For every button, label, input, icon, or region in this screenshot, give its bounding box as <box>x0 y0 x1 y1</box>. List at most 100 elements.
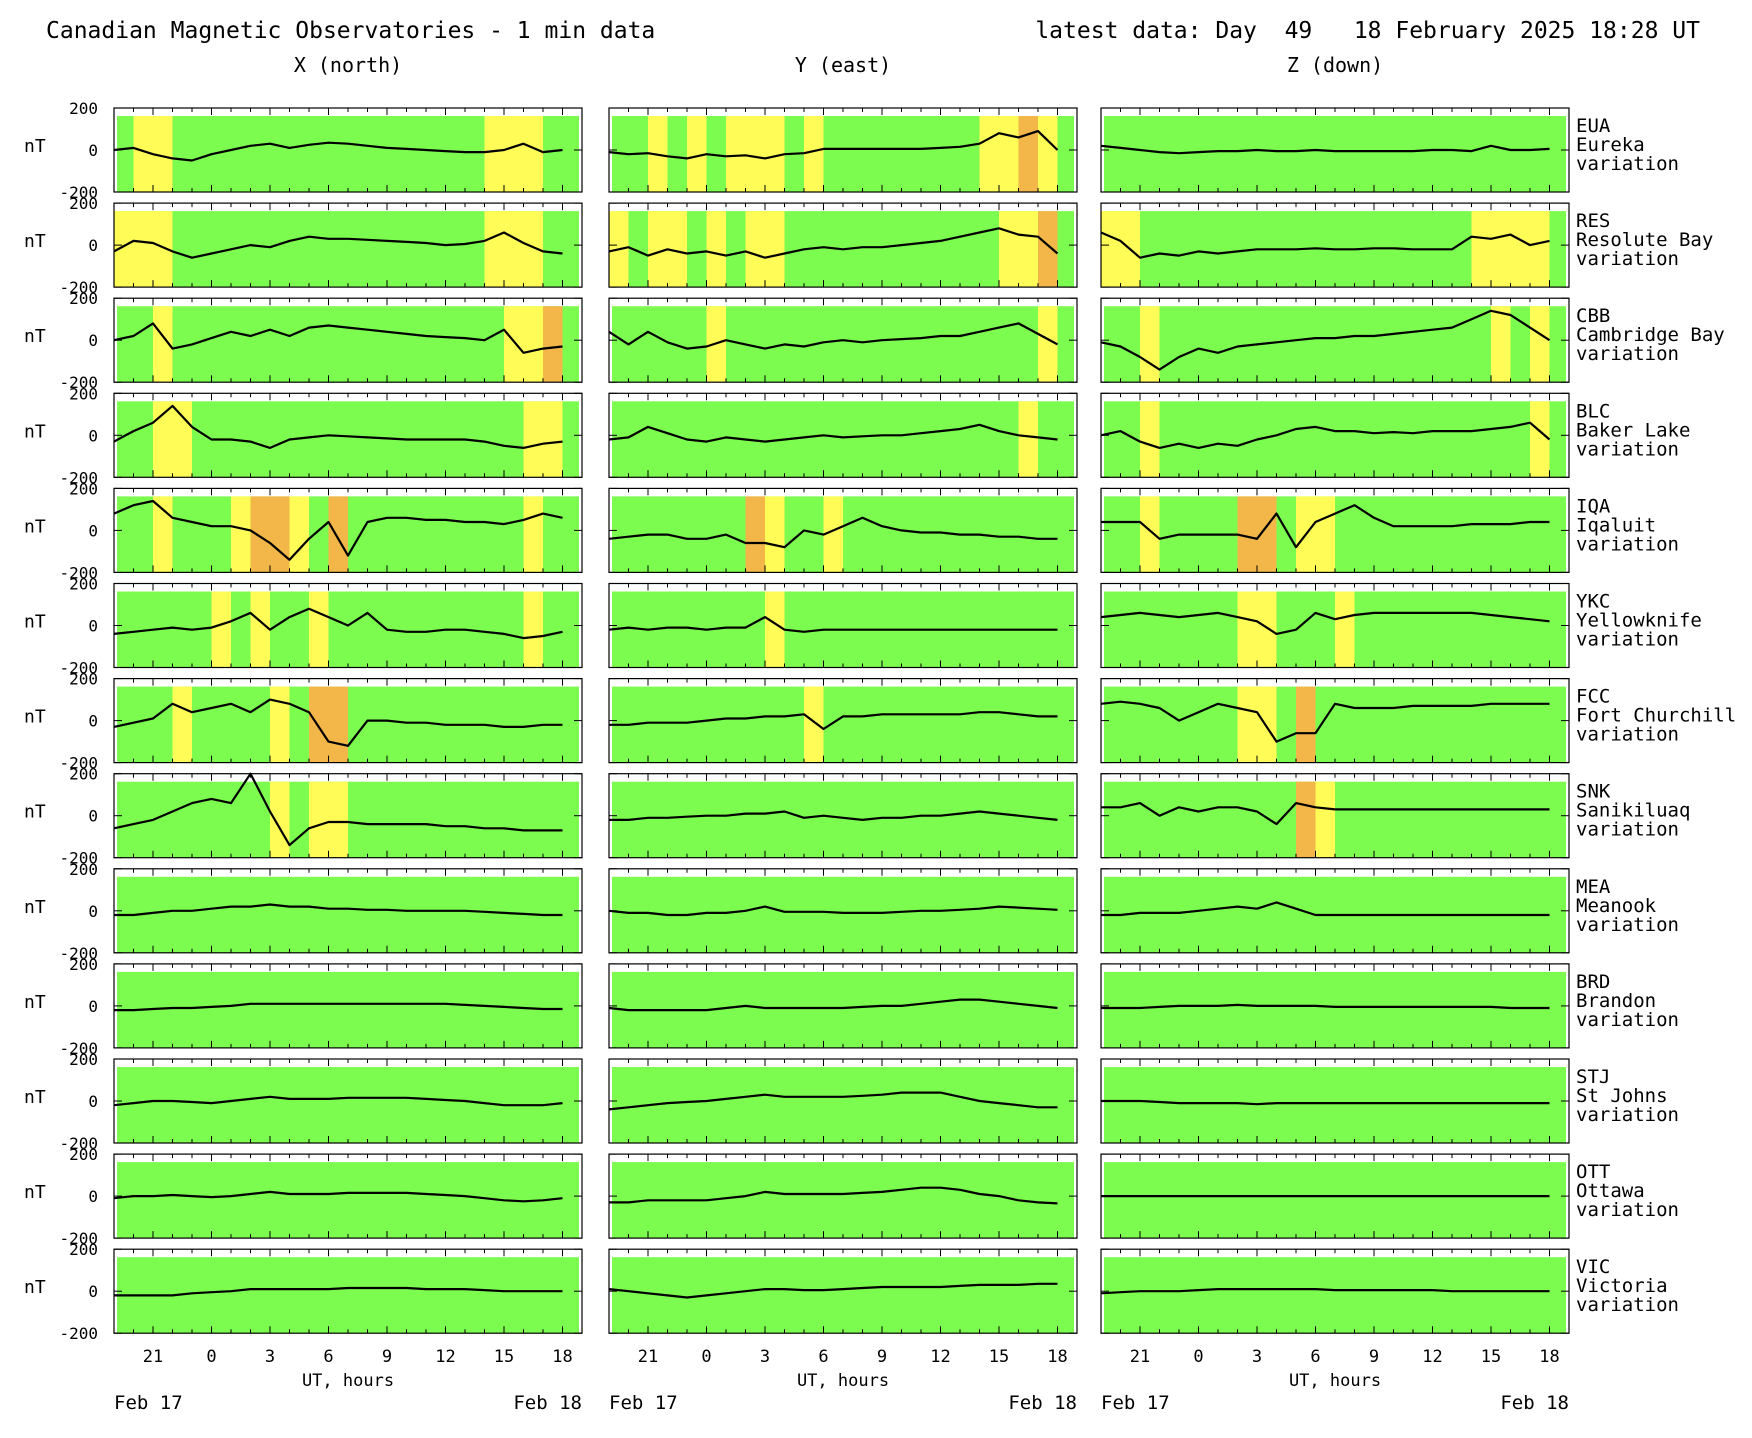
activity-band <box>484 211 543 288</box>
activity-band <box>211 591 231 668</box>
station-name-ykc: Yellowknife <box>1576 610 1702 632</box>
y-tick-label: -200 <box>59 1134 98 1153</box>
activity-band <box>1038 116 1058 192</box>
trace-line <box>113 1190 563 1203</box>
panel-ott-z <box>1100 1153 1570 1239</box>
station-suffix: variation <box>1576 1009 1679 1031</box>
station-suffix: variation <box>1576 533 1679 555</box>
station-suffix: variation <box>1576 1104 1679 1126</box>
panel-res-y <box>608 202 1078 288</box>
station-suffix: variation <box>1576 724 1679 746</box>
column-header-y: Y (east) <box>795 53 891 77</box>
station-suffix: variation <box>1576 819 1679 841</box>
station-name-blc: Baker Lake <box>1576 419 1690 441</box>
activity-band <box>270 781 290 858</box>
y-tick-label: 200 <box>69 955 98 974</box>
quiet-background <box>1104 116 1566 192</box>
station-name-res: Resolute Bay <box>1576 229 1713 251</box>
y-tick-label: 0 <box>88 521 98 540</box>
y-tick-label: 0 <box>88 617 98 636</box>
quiet-background <box>1104 401 1566 478</box>
activity-band <box>1038 306 1058 383</box>
quiet-background <box>612 686 1074 763</box>
trace-line <box>608 130 1059 160</box>
trace-line <box>113 231 563 259</box>
panel-snk-y <box>608 773 1078 859</box>
trace-line <box>1100 700 1550 743</box>
station-suffix: variation <box>1576 438 1679 460</box>
y-tick-label: 200 <box>69 575 98 594</box>
x-axis-label: UT, hours <box>797 1371 889 1391</box>
panel-blc-x <box>113 392 583 478</box>
y-tick-label: 200 <box>69 765 98 784</box>
station-code-ott: OTT <box>1576 1161 1610 1183</box>
quiet-background <box>612 401 1074 478</box>
activity-band <box>523 401 563 478</box>
activity-band <box>153 306 173 383</box>
y-unit-label: nT <box>24 1087 46 1108</box>
y-unit-label: nT <box>24 516 46 537</box>
y-tick-label: -200 <box>59 849 98 868</box>
activity-band <box>1530 401 1550 478</box>
y-tick-label: -200 <box>59 1229 98 1248</box>
quiet-background <box>117 401 579 478</box>
x-axis-label: UT, hours <box>302 1371 394 1391</box>
station-suffix: variation <box>1576 153 1679 175</box>
panel-eua-z <box>1100 107 1570 193</box>
activity-band <box>765 496 785 573</box>
y-tick-label: 0 <box>88 712 98 731</box>
trace-line <box>1101 504 1550 549</box>
activity-band <box>745 116 785 192</box>
panel-iqa-x <box>113 487 583 573</box>
y-tick-label: 200 <box>69 384 98 403</box>
y-unit-label: nT <box>24 992 46 1013</box>
activity-band <box>1018 401 1038 478</box>
activity-band <box>328 496 348 573</box>
trace-line <box>1101 1099 1550 1106</box>
date-left-label: Feb 17 <box>609 1392 678 1414</box>
station-code-iqa: IQA <box>1576 495 1611 517</box>
station-code-brd: BRD <box>1576 971 1610 993</box>
station-code-fcc: FCC <box>1576 686 1610 708</box>
station-code-eua: EUA <box>1576 115 1611 137</box>
panel-eua-y <box>608 107 1078 193</box>
y-tick-label: 0 <box>88 807 98 826</box>
station-code-snk: SNK <box>1576 781 1611 803</box>
y-unit-label: nT <box>24 421 46 442</box>
x-tick-label: 0 <box>206 1347 216 1367</box>
panel-iqa-y <box>608 487 1078 573</box>
panel-vic-z <box>1100 1248 1570 1334</box>
x-tick-label: 9 <box>382 1347 392 1367</box>
y-tick-label: 200 <box>69 479 98 498</box>
y-tick-label: -200 <box>59 278 98 297</box>
activity-band <box>523 591 543 668</box>
x-tick-label: 6 <box>818 1347 828 1367</box>
panel-blc-y <box>608 392 1078 478</box>
x-tick-label: 15 <box>1481 1347 1501 1367</box>
column-header-x: X (north) <box>294 53 402 77</box>
station-name-brd: Brandon <box>1576 990 1656 1012</box>
y-tick-label: 200 <box>69 1240 98 1259</box>
trace-line <box>113 499 563 561</box>
quiet-background <box>612 306 1074 383</box>
trace-line <box>608 998 1058 1012</box>
x-tick-label: 21 <box>143 1347 163 1367</box>
y-unit-label: nT <box>24 231 46 252</box>
y-tick-label: -200 <box>59 183 98 202</box>
y-unit-label: nT <box>24 1182 46 1203</box>
panel-mea-y <box>608 868 1078 954</box>
x-tick-label: 12 <box>1422 1347 1442 1367</box>
station-code-res: RES <box>1576 210 1610 232</box>
x-tick-label: 15 <box>494 1347 514 1367</box>
y-tick-label: -200 <box>59 1324 98 1343</box>
activity-band <box>504 306 543 383</box>
station-name-iqa: Iqaluit <box>1576 514 1656 536</box>
station-suffix: variation <box>1576 629 1679 651</box>
y-unit-label: nT <box>24 707 46 728</box>
quiet-background <box>117 1257 579 1334</box>
x-tick-label: 0 <box>1193 1347 1203 1367</box>
trace-line <box>1100 144 1550 155</box>
station-code-blc: BLC <box>1576 400 1610 422</box>
trace-line <box>113 1095 563 1107</box>
y-tick-label: 200 <box>69 1145 98 1164</box>
